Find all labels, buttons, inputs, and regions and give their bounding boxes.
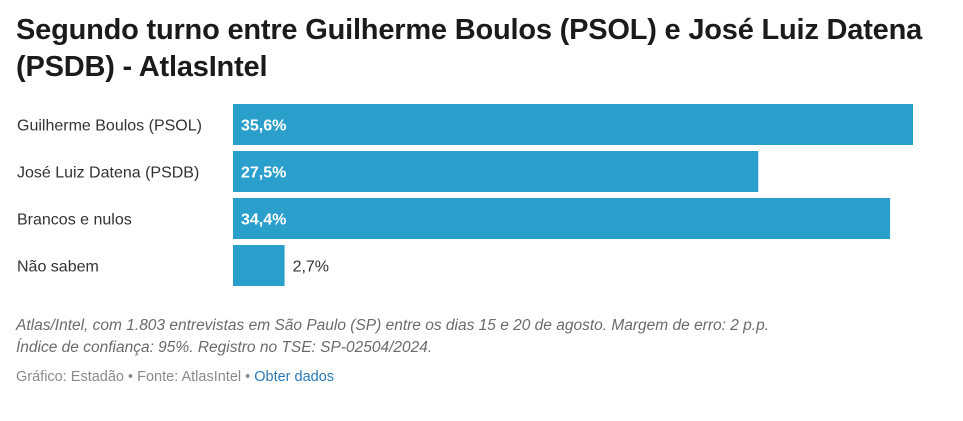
bar-jose-luiz-datena-psdb [233,151,759,192]
category-label-jose-luiz-datena-psdb: José Luiz Datena (PSDB) [17,165,199,182]
chart-footer: Gráfico: Estadão • Fonte: AtlasIntel • O… [16,367,334,387]
methodology-note: Atlas/Intel, com 1.803 entrevistas em Sã… [16,317,770,334]
source-credit: Gráfico: Estadão • Fonte: AtlasIntel • [16,369,255,385]
value-label-guilherme-boulos-psol: 35,6% [241,118,286,135]
chart-title: Segundo turno entre Guilherme Boulos (PS… [16,14,923,83]
bar-guilherme-boulos-psol [233,104,913,145]
bar-chart: Guilherme Boulos (PSOL) 35,6% José Luiz Da… [17,104,913,286]
confidence-note: Índice de confiança: 95%. Registro no TS… [16,339,433,356]
get-data-link[interactable]: Obter dados [254,369,335,385]
bar-nao-sabem [233,245,285,286]
category-label-brancos-e-nulos: Brancos e nulos [17,212,132,229]
category-label-nao-sabem: Não sabem [17,259,99,276]
category-label-guilherme-boulos-psol: Guilherme Boulos (PSOL) [17,118,202,135]
value-label-brancos-e-nulos: 34,4% [241,212,286,229]
value-label-nao-sabem: 2,7% [293,259,329,276]
chart-notes: Atlas/Intel, com 1.803 entrevistas em Sã… [16,315,946,359]
bar-brancos-e-nulos [233,198,891,239]
value-label-jose-luiz-datena-psdb: 27,5% [241,165,286,182]
